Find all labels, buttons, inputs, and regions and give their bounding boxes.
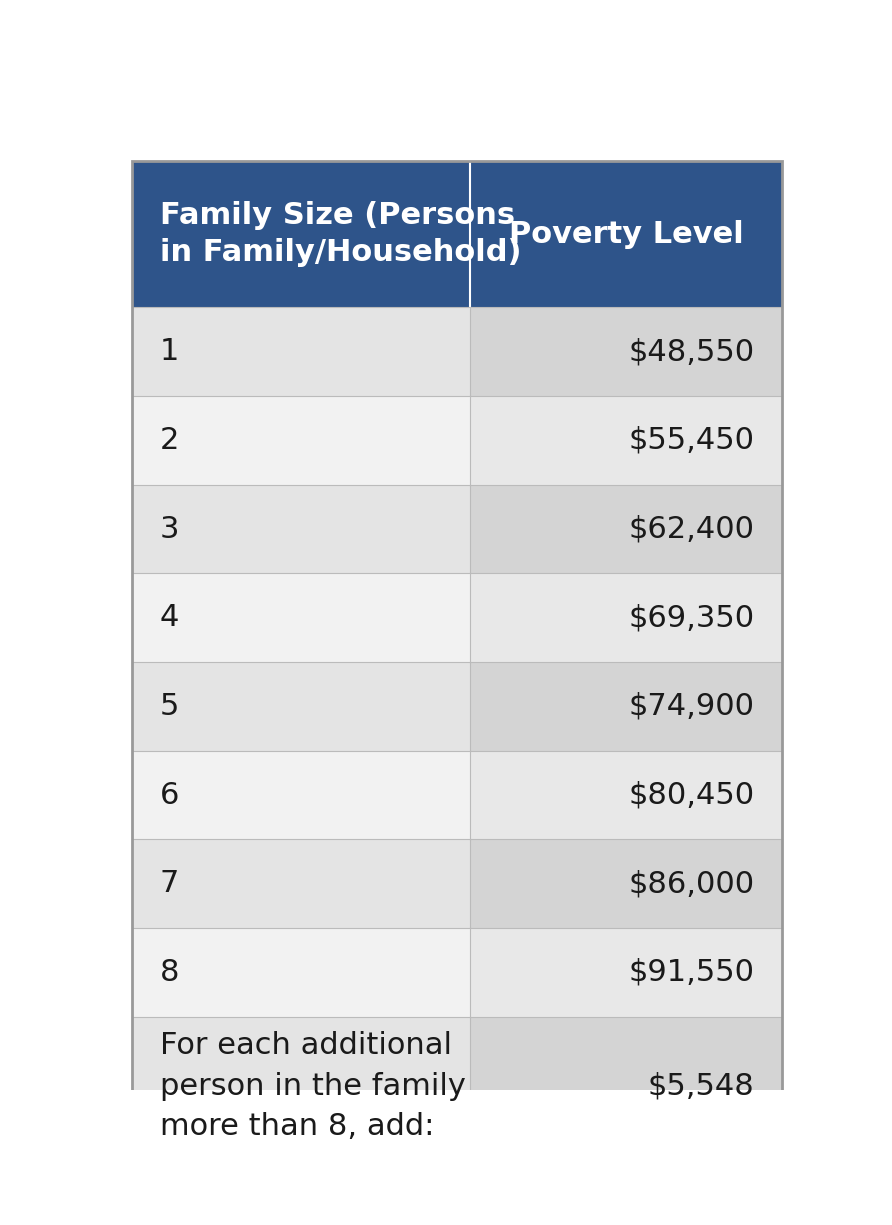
Text: Poverty Level: Poverty Level bbox=[508, 219, 743, 249]
Text: 6: 6 bbox=[160, 780, 179, 810]
Text: $5,548: $5,548 bbox=[648, 1072, 755, 1101]
FancyBboxPatch shape bbox=[470, 1017, 782, 1156]
Text: $86,000: $86,000 bbox=[628, 870, 755, 898]
Text: For each additional
person in the family
more than 8, add:: For each additional person in the family… bbox=[160, 1031, 466, 1142]
FancyBboxPatch shape bbox=[470, 929, 782, 1017]
FancyBboxPatch shape bbox=[132, 929, 470, 1017]
FancyBboxPatch shape bbox=[470, 485, 782, 573]
FancyBboxPatch shape bbox=[470, 396, 782, 485]
FancyBboxPatch shape bbox=[470, 751, 782, 839]
FancyBboxPatch shape bbox=[132, 573, 470, 662]
Text: $55,450: $55,450 bbox=[628, 426, 755, 454]
FancyBboxPatch shape bbox=[470, 573, 782, 662]
Text: 1: 1 bbox=[160, 337, 179, 366]
FancyBboxPatch shape bbox=[132, 751, 470, 839]
FancyBboxPatch shape bbox=[132, 307, 470, 396]
Text: Family Size (Persons
in Family/Household): Family Size (Persons in Family/Household… bbox=[160, 201, 522, 267]
FancyBboxPatch shape bbox=[470, 162, 782, 307]
Text: $48,550: $48,550 bbox=[628, 337, 755, 366]
FancyBboxPatch shape bbox=[132, 162, 470, 307]
Text: 3: 3 bbox=[160, 514, 179, 544]
Text: 7: 7 bbox=[160, 870, 179, 898]
FancyBboxPatch shape bbox=[470, 307, 782, 396]
FancyBboxPatch shape bbox=[132, 485, 470, 573]
Text: $80,450: $80,450 bbox=[628, 780, 755, 810]
Text: 8: 8 bbox=[160, 958, 179, 987]
FancyBboxPatch shape bbox=[470, 662, 782, 751]
FancyBboxPatch shape bbox=[132, 662, 470, 751]
FancyBboxPatch shape bbox=[470, 839, 782, 929]
Text: $62,400: $62,400 bbox=[628, 514, 755, 544]
FancyBboxPatch shape bbox=[132, 839, 470, 929]
Text: $74,900: $74,900 bbox=[628, 692, 755, 720]
FancyBboxPatch shape bbox=[132, 396, 470, 485]
Text: 4: 4 bbox=[160, 603, 179, 632]
FancyBboxPatch shape bbox=[132, 1017, 470, 1156]
Text: $69,350: $69,350 bbox=[628, 603, 755, 632]
Text: $91,550: $91,550 bbox=[628, 958, 755, 987]
Text: 2: 2 bbox=[160, 426, 179, 454]
Text: 5: 5 bbox=[160, 692, 179, 720]
